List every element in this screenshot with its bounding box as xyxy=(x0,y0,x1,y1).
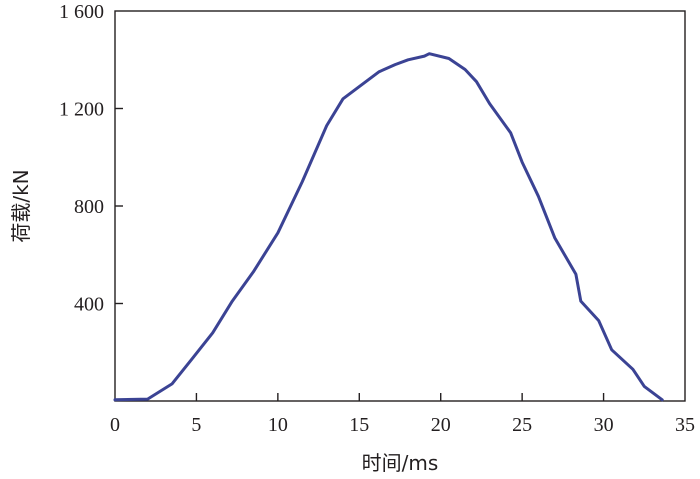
x-tick-label: 15 xyxy=(349,414,369,436)
x-axis: 0 5 10 15 20 25 30 35 xyxy=(110,393,695,436)
series-line xyxy=(113,52,664,402)
x-tick-label: 25 xyxy=(512,414,532,436)
y-tick-label: 400 xyxy=(74,294,104,316)
y-axis-title: 荷载/kN xyxy=(9,169,33,242)
y-tick-label: 1 200 xyxy=(59,99,104,121)
x-tick-label: 0 xyxy=(110,414,120,436)
y-tick-label: 1 600 xyxy=(59,1,104,23)
y-axis: 400 800 1 200 1 600 xyxy=(59,1,123,316)
x-tick-label: 10 xyxy=(268,414,288,436)
x-tick-label: 30 xyxy=(594,414,614,436)
x-axis-title: 时间/ms xyxy=(362,451,439,475)
x-tick-label: 5 xyxy=(191,414,201,436)
series-layer xyxy=(113,52,664,402)
y-tick-label: 800 xyxy=(74,196,104,218)
x-tick-label: 20 xyxy=(431,414,451,436)
plot-frame xyxy=(114,10,686,402)
x-tick-label: 35 xyxy=(675,414,695,436)
